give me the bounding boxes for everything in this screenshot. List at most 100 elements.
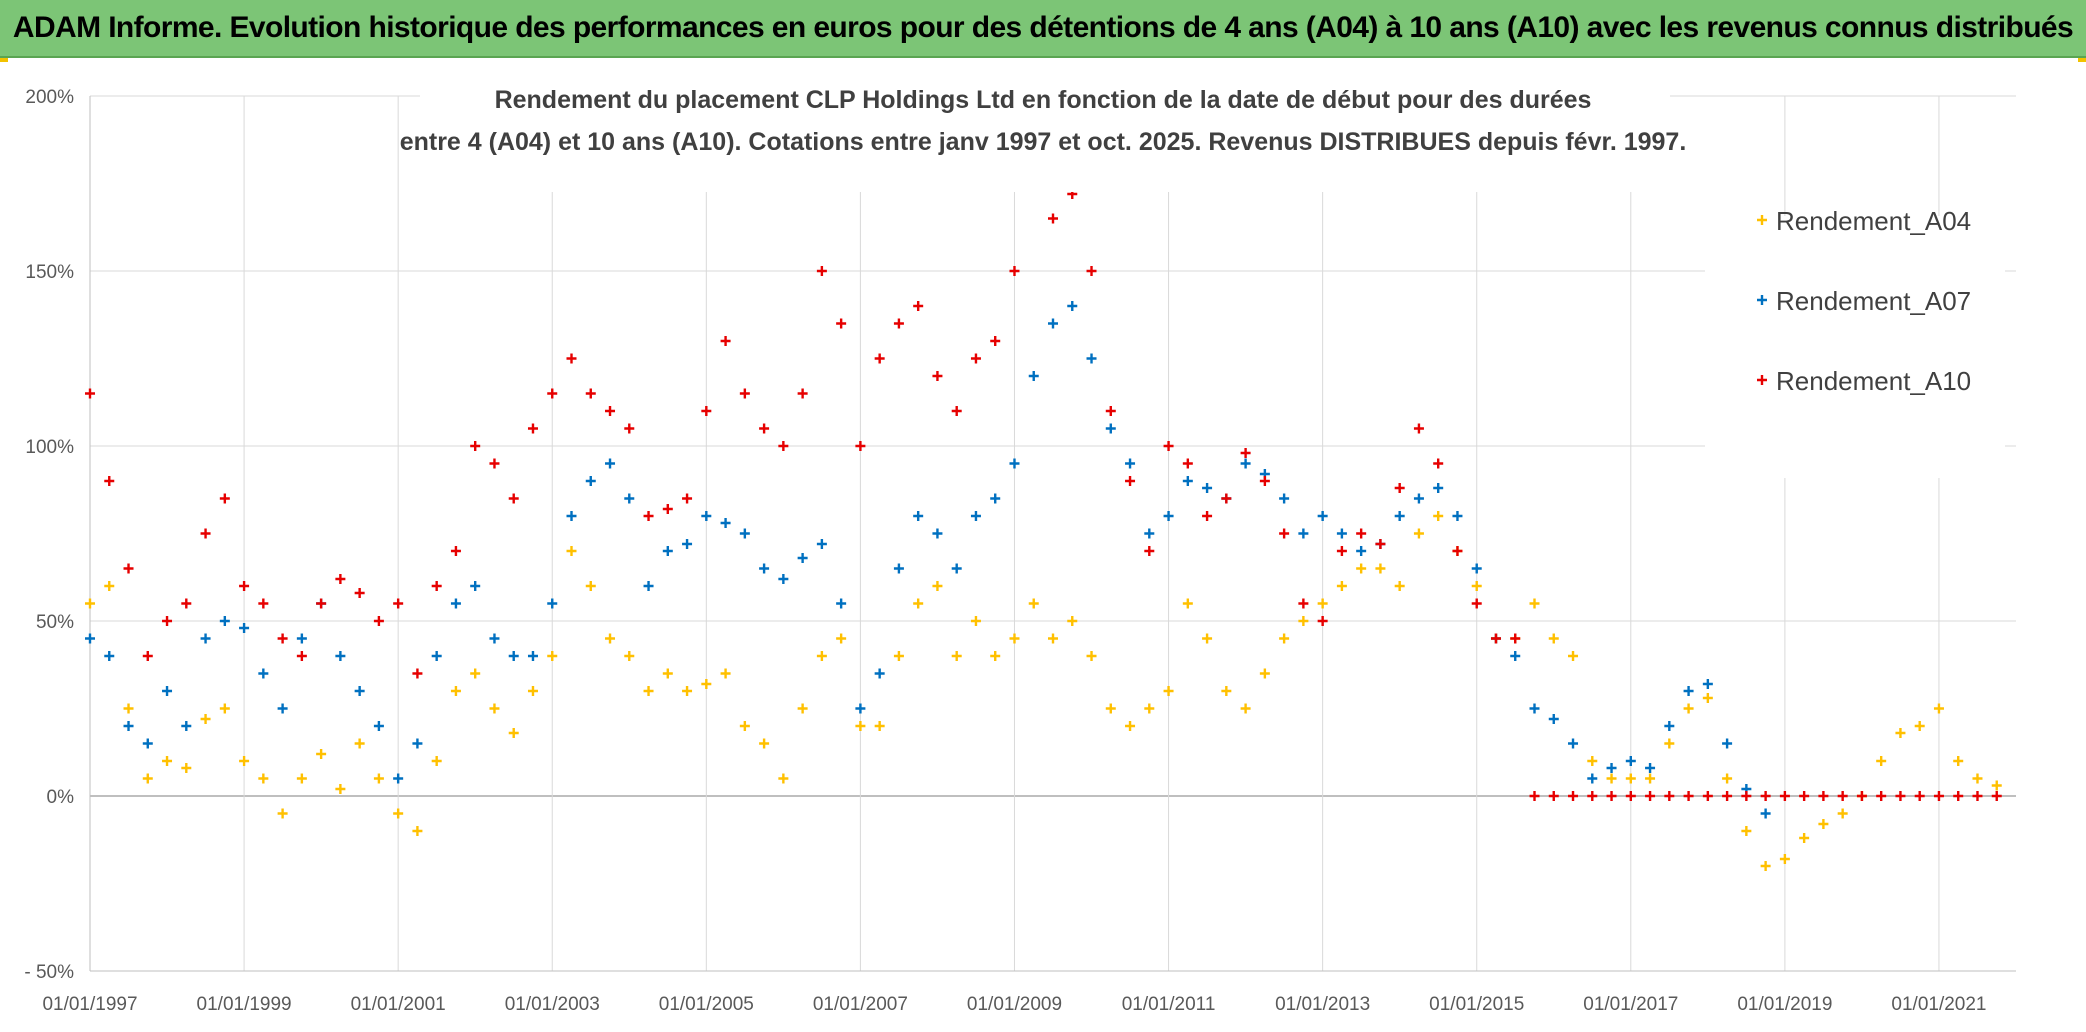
data-point bbox=[1356, 546, 1367, 556]
data-point bbox=[585, 388, 596, 399]
data-point bbox=[1028, 598, 1039, 609]
data-point bbox=[142, 738, 153, 749]
data-point bbox=[1471, 598, 1482, 609]
data-point bbox=[643, 686, 654, 696]
data-point bbox=[527, 686, 538, 696]
data-point bbox=[662, 546, 673, 556]
data-point bbox=[1452, 546, 1463, 556]
data-point bbox=[1568, 791, 1579, 801]
data-point bbox=[219, 703, 230, 714]
data-point bbox=[874, 721, 885, 731]
data-point bbox=[1837, 791, 1848, 801]
data-point bbox=[431, 756, 442, 766]
data-point bbox=[123, 563, 134, 574]
data-point bbox=[470, 581, 481, 591]
data-point bbox=[142, 651, 153, 661]
data-point bbox=[1741, 791, 1752, 801]
data-point bbox=[605, 406, 616, 416]
legend-label: Rendement_A04 bbox=[1776, 206, 1971, 236]
data-point bbox=[1394, 581, 1405, 591]
data-point bbox=[720, 336, 731, 346]
data-point bbox=[239, 623, 250, 633]
data-point bbox=[1471, 563, 1482, 574]
data-point bbox=[1433, 458, 1444, 469]
data-point bbox=[1779, 791, 1790, 801]
data-point bbox=[720, 668, 731, 679]
data-point bbox=[1702, 693, 1713, 703]
data-point bbox=[1645, 763, 1656, 773]
data-point bbox=[1279, 528, 1290, 539]
corner-mark-right bbox=[2078, 58, 2086, 62]
data-point bbox=[1510, 651, 1521, 661]
data-point bbox=[1221, 493, 1232, 504]
series-layer bbox=[85, 178, 2002, 871]
legend-label: Rendement_A07 bbox=[1776, 286, 1971, 316]
data-point bbox=[104, 581, 115, 591]
data-point bbox=[855, 721, 866, 731]
data-point bbox=[1413, 493, 1424, 504]
data-point bbox=[335, 574, 346, 584]
data-point bbox=[816, 539, 827, 549]
data-point bbox=[778, 441, 789, 451]
data-point bbox=[1722, 738, 1733, 749]
data-point bbox=[1664, 738, 1675, 749]
x-tick-label: 01/01/2021 bbox=[1891, 994, 1986, 1015]
data-point bbox=[1317, 511, 1328, 521]
data-point bbox=[200, 633, 211, 644]
data-point bbox=[1548, 791, 1559, 801]
data-point bbox=[1048, 633, 1058, 644]
data-point bbox=[1914, 721, 1925, 731]
data-point bbox=[682, 539, 693, 549]
data-point bbox=[913, 598, 924, 609]
data-point bbox=[797, 388, 808, 399]
data-point bbox=[354, 588, 365, 598]
chart-area: - 50% 0% 50% 100% 150% 200% 01/01/1997 01/01/19… bbox=[0, 58, 2086, 1032]
data-point bbox=[1683, 791, 1694, 801]
data-point bbox=[1972, 791, 1983, 801]
data-point bbox=[836, 598, 847, 609]
data-point bbox=[1490, 633, 1501, 644]
data-point bbox=[162, 616, 173, 626]
data-point bbox=[1317, 616, 1328, 626]
data-point bbox=[508, 493, 519, 504]
data-point bbox=[566, 546, 577, 556]
data-point bbox=[1240, 448, 1251, 458]
data-point bbox=[1625, 791, 1636, 801]
data-point bbox=[1182, 598, 1193, 609]
data-point bbox=[1529, 598, 1540, 609]
data-point bbox=[1625, 756, 1636, 766]
data-point bbox=[489, 458, 500, 469]
data-point bbox=[1125, 721, 1136, 731]
data-point bbox=[643, 581, 654, 591]
data-point bbox=[277, 808, 288, 819]
data-point bbox=[970, 511, 981, 521]
data-point bbox=[1568, 738, 1579, 749]
data-point bbox=[1645, 791, 1656, 801]
data-point bbox=[393, 773, 404, 784]
chart-title-line: entre 4 (A04) et 10 ans (A10). Cotations… bbox=[400, 128, 1687, 156]
data-point bbox=[1336, 581, 1347, 591]
data-point bbox=[1144, 703, 1155, 714]
data-point bbox=[1086, 266, 1097, 276]
data-point bbox=[778, 773, 789, 784]
data-point bbox=[1086, 353, 1097, 364]
data-point bbox=[258, 598, 269, 609]
data-point bbox=[701, 679, 712, 689]
data-point bbox=[836, 633, 847, 644]
data-point bbox=[797, 553, 808, 563]
data-point bbox=[797, 703, 808, 714]
data-point bbox=[1991, 780, 2002, 791]
data-point bbox=[1933, 703, 1944, 714]
data-point bbox=[1606, 773, 1617, 784]
data-point bbox=[585, 581, 596, 591]
data-point bbox=[739, 388, 750, 399]
data-point bbox=[431, 581, 442, 591]
data-point bbox=[1298, 528, 1309, 539]
data-point bbox=[1606, 791, 1617, 801]
data-point bbox=[1182, 458, 1193, 469]
data-point bbox=[431, 651, 442, 661]
data-point bbox=[412, 826, 423, 836]
data-point bbox=[85, 388, 95, 399]
data-point bbox=[855, 441, 866, 451]
data-point bbox=[1298, 598, 1309, 609]
